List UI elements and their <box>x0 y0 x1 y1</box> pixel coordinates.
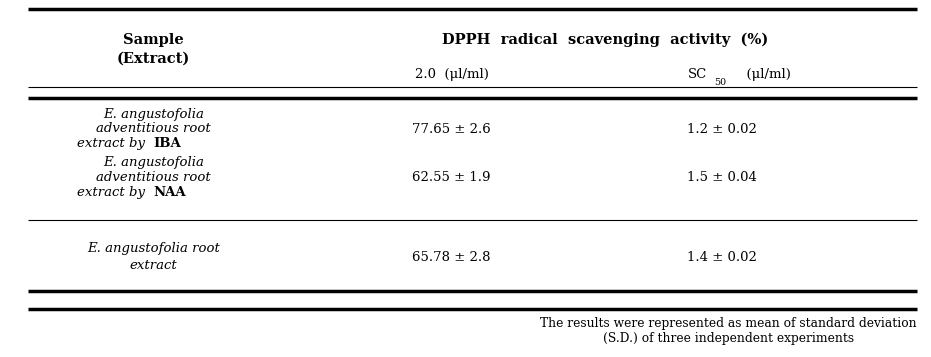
Text: extract: extract <box>129 260 178 272</box>
Text: 50: 50 <box>714 78 726 87</box>
Text: SC: SC <box>688 69 708 81</box>
Text: E. angustofolia: E. angustofolia <box>103 108 204 121</box>
Text: extract by: extract by <box>76 137 149 150</box>
Text: DPPH  radical  scavenging  activity  (%): DPPH radical scavenging activity (%) <box>442 33 768 47</box>
Text: 1.4 ± 0.02: 1.4 ± 0.02 <box>686 251 757 263</box>
Text: 77.65 ± 2.6: 77.65 ± 2.6 <box>412 123 491 136</box>
Text: (Extract): (Extract) <box>117 52 190 66</box>
Text: adventitious root: adventitious root <box>96 171 211 183</box>
Text: 65.78 ± 2.8: 65.78 ± 2.8 <box>412 251 491 263</box>
Text: E. angustofolia root: E. angustofolia root <box>88 242 220 255</box>
Text: 62.55 ± 1.9: 62.55 ± 1.9 <box>412 171 491 183</box>
Text: The results were represented as mean of standard deviation
(S.D.) of three indep: The results were represented as mean of … <box>540 317 917 345</box>
Text: 2.0  (μl/ml): 2.0 (μl/ml) <box>414 69 489 81</box>
Text: adventitious root: adventitious root <box>96 122 211 135</box>
Text: 1.2 ± 0.02: 1.2 ± 0.02 <box>686 123 757 136</box>
Text: IBA: IBA <box>154 137 182 150</box>
Text: 1.5 ± 0.04: 1.5 ± 0.04 <box>686 171 757 183</box>
Text: (μl/ml): (μl/ml) <box>738 69 791 81</box>
Text: NAA: NAA <box>154 186 186 198</box>
Text: extract by: extract by <box>76 186 149 198</box>
Text: Sample: Sample <box>123 33 184 47</box>
Text: E. angustofolia: E. angustofolia <box>103 156 204 169</box>
